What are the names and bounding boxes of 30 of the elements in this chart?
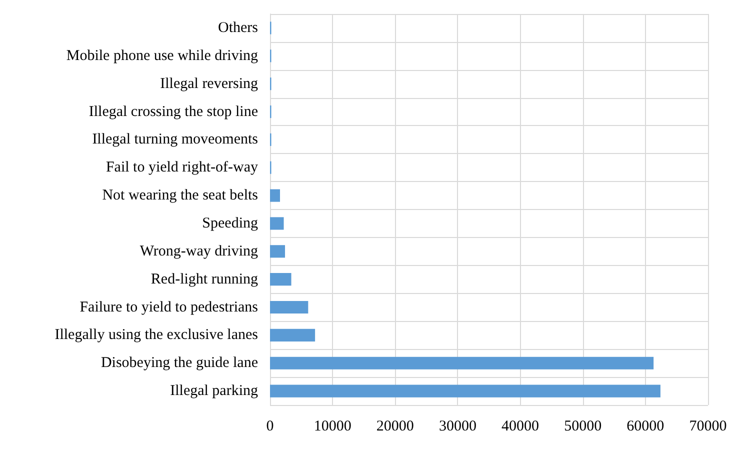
bar — [270, 189, 280, 202]
x-tick-label: 70000 — [689, 418, 727, 434]
bar — [270, 217, 284, 230]
y-tick-label: Fail to yield right-of-way — [106, 160, 258, 176]
y-tick-label: Illegal turning moveoments — [92, 132, 258, 148]
bar — [270, 356, 654, 370]
x-tick-label: 50000 — [564, 418, 602, 434]
bar — [270, 328, 316, 342]
x-tick-label: 30000 — [438, 418, 476, 434]
y-tick-label: Illegally using the exclusive lanes — [54, 327, 258, 344]
bar — [270, 245, 286, 258]
bar — [270, 300, 308, 314]
x-tick-label: 20000 — [376, 418, 414, 434]
y-tick-label: Failure to yield to pedestrians — [80, 299, 258, 316]
y-tick-label: Not wearing the seat belts — [102, 188, 258, 204]
bar — [270, 384, 660, 398]
x-tick-label: 10000 — [314, 418, 352, 434]
x-tick-label: 0 — [266, 418, 274, 434]
y-tick-label: Illegal crossing the stop line — [88, 104, 258, 120]
y-tick-label: Speeding — [202, 215, 258, 232]
y-tick-label: Wrong-way driving — [140, 243, 258, 260]
y-tick-label: Illegal reversing — [160, 76, 258, 92]
y-tick-label: Red-light running — [150, 271, 258, 288]
y-tick-label: Illegal parking — [170, 383, 258, 400]
y-tick-label: Others — [218, 20, 258, 36]
y-tick-label: Disobeying the guide lane — [100, 355, 258, 372]
x-tick-label: 60000 — [626, 418, 664, 434]
y-tick-label: Mobile phone use while driving — [66, 48, 258, 64]
x-tick-label: 40000 — [502, 418, 540, 434]
bar — [270, 273, 292, 286]
